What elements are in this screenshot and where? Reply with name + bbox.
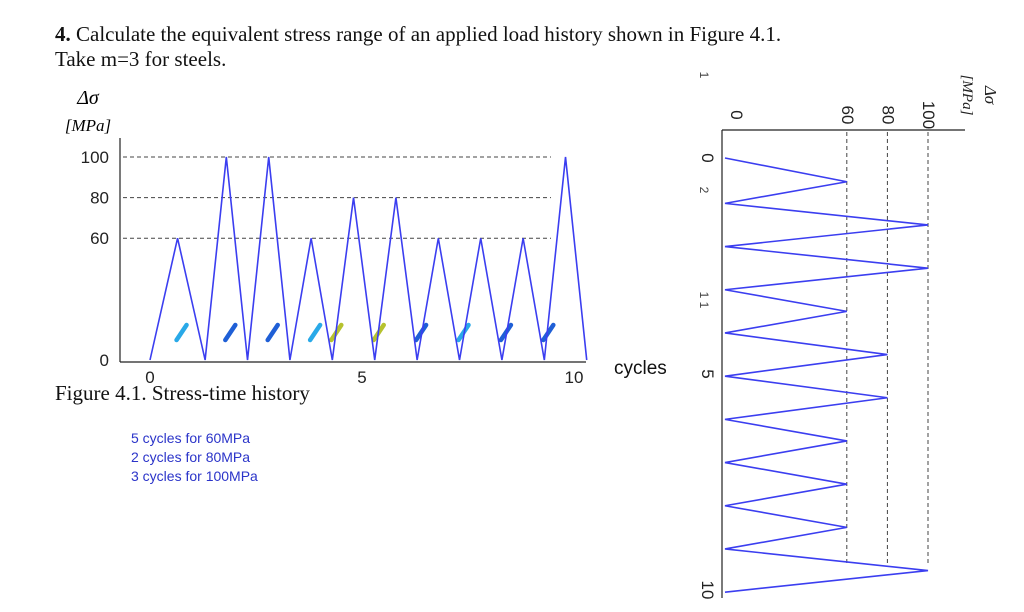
y-tick-label: 60	[90, 229, 109, 248]
annotation-mark	[174, 322, 189, 343]
annotation-mark	[223, 322, 238, 343]
rotated-value-tick-label: 0	[727, 110, 746, 119]
question-line2: Take m=3 for steels.	[55, 47, 227, 71]
annotation-mark	[541, 322, 556, 343]
rotated-value-tick-label: 60	[838, 106, 857, 125]
y-tick-label: 80	[90, 189, 109, 208]
rotated-time-tick-label: 0	[698, 153, 717, 162]
y-tick-label: 100	[81, 148, 109, 167]
rotated-value-tick-label: 80	[878, 106, 897, 125]
rotated-time-tick-label: 5	[698, 369, 717, 378]
rotated-value-tick-label: 100	[919, 101, 938, 129]
note-line: 2 cycles for 80MPa	[131, 449, 251, 465]
figure-caption: Figure 4.1. Stress-time history	[55, 381, 310, 405]
annotation-mark	[265, 322, 280, 343]
x-tick-label: 0	[145, 368, 154, 387]
question-number: 4.	[55, 22, 71, 46]
question-text: 4. Calculate the equivalent stress range…	[55, 22, 781, 72]
rotated-stray-mark: 1	[697, 72, 711, 79]
note-line: 5 cycles for 60MPa	[131, 430, 251, 446]
annotation-mark	[307, 322, 323, 343]
note-line: 3 cycles for 100MPa	[131, 468, 258, 484]
rotated-stray-mark: 2	[697, 187, 711, 194]
rotated-stray-mark: 1 1	[697, 292, 711, 309]
y-axis-label-delta-sigma: Δσ	[76, 87, 100, 109]
rotated-stress-series-line	[724, 157, 929, 593]
x-axis-label: cycles	[614, 358, 667, 379]
rotated-axis-label-delta-sigma: Δσ	[981, 85, 1000, 105]
stress-series-line	[149, 156, 588, 361]
y-axis-label-unit: [MPa]	[65, 116, 111, 135]
x-tick-label: 10	[565, 368, 584, 387]
x-tick-label: 5	[357, 368, 366, 387]
rotated-axis-label-unit: [MPa]	[959, 75, 975, 116]
y-tick-label: 0	[100, 351, 109, 370]
question-line1: Calculate the equivalent stress range of…	[76, 22, 782, 46]
cycle-notes: 5 cycles for 60MPa 2 cycles for 80MPa 3 …	[131, 429, 258, 486]
rotated-time-tick-label: 10	[698, 581, 717, 600]
